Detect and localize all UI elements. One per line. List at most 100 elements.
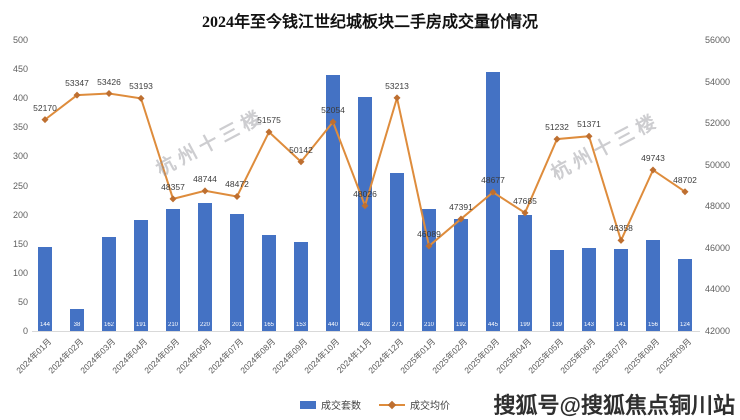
right-axis-tick: 46000	[705, 242, 731, 253]
bar-value-label: 144	[39, 321, 50, 328]
line-point-label: 47391	[449, 201, 473, 212]
line-point-label: 51575	[257, 114, 281, 125]
chart-title: 2024年至今钱江世纪城板块二手房成交量价情况	[201, 14, 538, 31]
bar-value-label: 445	[487, 321, 498, 328]
bar-value-label: 199	[519, 321, 530, 328]
bar-2024年05月: 210	[166, 208, 180, 331]
left-axis-tick: 400	[12, 93, 28, 104]
line-point-marker	[681, 188, 689, 196]
bar-2025年08月: 156	[646, 240, 660, 331]
line-point-marker	[393, 94, 401, 102]
bar-value-label: 141	[615, 321, 626, 328]
right-axis-tick: 50000	[705, 159, 731, 170]
line-point-label: 47685	[513, 195, 537, 206]
chart-legend: 成交套数 成交均价	[300, 397, 450, 412]
left-axis-tick: 250	[12, 180, 28, 191]
bar-2025年07月: 141	[614, 248, 628, 331]
left-axis-tick: 450	[12, 64, 28, 75]
line-point-marker	[137, 94, 145, 102]
line-point-label: 51232	[545, 122, 569, 133]
line-point-label: 46089	[417, 229, 441, 239]
bar-value-label: 201	[231, 321, 242, 328]
watermark-text: 杭州十三楼	[153, 105, 269, 181]
bar-value-label: 165	[263, 321, 274, 328]
line-point-marker	[233, 192, 241, 200]
right-axis-tick: 48000	[705, 201, 731, 212]
line-point-marker	[73, 91, 81, 99]
line-point-marker	[553, 135, 561, 143]
right-axis-tick: 56000	[705, 35, 731, 45]
bar-value-label: 191	[135, 321, 146, 328]
bar-value-label: 153	[295, 321, 306, 328]
bar-2024年03月: 162	[102, 236, 116, 331]
line-point-label: 53213	[385, 80, 409, 91]
legend-item-bars: 成交套数	[300, 397, 361, 412]
line-point-label: 49743	[641, 153, 665, 164]
bar-value-label: 402	[359, 321, 370, 328]
bar-value-label: 210	[167, 321, 178, 328]
x-axis-label: 2024年01月	[14, 336, 54, 376]
line-point-label: 48357	[161, 181, 185, 192]
bar-value-label: 440	[327, 321, 338, 328]
line-point-label: 48472	[225, 179, 249, 190]
bar-2024年11月: 402	[358, 97, 372, 331]
bar-value-label: 156	[647, 321, 658, 328]
bar-2025年04月: 199	[518, 215, 532, 331]
line-point-label: 48026	[353, 188, 377, 199]
bar-value-label: 271	[391, 321, 402, 328]
bar-value-label: 124	[679, 321, 690, 328]
left-axis-tick: 300	[12, 151, 28, 162]
left-axis-tick: 100	[12, 267, 28, 278]
bar-2024年04月: 191	[134, 219, 148, 331]
line-point-label: 50142	[289, 144, 313, 155]
bar-2025年09月: 124	[678, 258, 692, 331]
line-point-label: 48702	[673, 174, 697, 185]
line-point-marker	[297, 158, 305, 166]
watermark-text: 杭州十三楼	[548, 109, 664, 185]
legend-line-label: 成交均价	[410, 401, 450, 412]
left-axis-tick: 200	[12, 209, 28, 220]
right-axis-tick: 52000	[705, 118, 731, 129]
bar-swatch-icon	[300, 400, 316, 409]
bar-2025年05月: 139	[550, 250, 564, 331]
source-badge: 搜狐号@搜狐焦点铜川站	[493, 393, 735, 418]
right-axis-tick: 44000	[705, 284, 731, 295]
bar-2024年08月: 165	[262, 234, 276, 331]
bar-2024年09月: 153	[294, 241, 308, 331]
bar-value-label: 162	[103, 321, 114, 328]
left-axis-tick: 0	[22, 326, 28, 336]
line-point-label: 48744	[193, 173, 217, 184]
legend-item-line: 成交均价	[379, 397, 450, 412]
bar-value-label: 139	[551, 321, 562, 328]
line-point-label: 51371	[577, 119, 601, 130]
line-point-label: 46358	[609, 223, 633, 234]
bar-2024年07月: 201	[230, 214, 244, 331]
left-axis-tick: 350	[12, 122, 28, 133]
line-point-label: 53347	[65, 78, 89, 89]
bar-value-label: 220	[199, 321, 210, 328]
bar-2025年01月: 210	[422, 208, 436, 331]
left-axis-tick: 150	[12, 238, 28, 249]
bar-value-label: 210	[423, 321, 434, 328]
line-swatch-icon	[379, 403, 405, 406]
bar-2024年01月: 144	[38, 247, 52, 331]
line-point-label: 52054	[321, 105, 345, 116]
line-point-label: 53193	[129, 81, 153, 92]
legend-bars-label: 成交套数	[321, 401, 361, 412]
bar-value-label: 143	[583, 321, 594, 328]
right-axis-tick: 42000	[705, 326, 731, 336]
line-point-marker	[105, 90, 113, 98]
left-axis-tick: 50	[17, 296, 28, 307]
x-axis-baseline	[32, 331, 700, 332]
line-point-label: 48677	[481, 175, 505, 186]
bar-2024年02月: 38	[70, 308, 84, 331]
line-point-marker	[201, 187, 209, 195]
line-point-marker	[617, 236, 625, 244]
bar-value-label: 38	[73, 321, 81, 328]
bar-value-label: 192	[455, 321, 466, 328]
bar-2025年02月: 192	[454, 219, 468, 331]
line-point-label: 52170	[33, 102, 57, 113]
line-point-marker	[41, 116, 49, 124]
line-point-marker	[649, 166, 657, 174]
left-axis-tick: 500	[12, 35, 28, 45]
